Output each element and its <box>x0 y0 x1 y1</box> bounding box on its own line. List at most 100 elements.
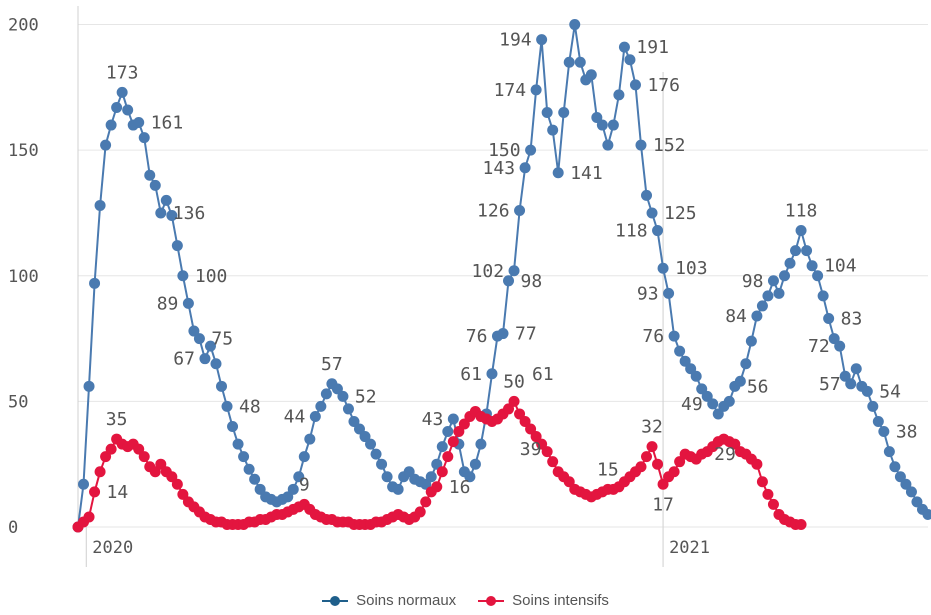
data-point <box>597 120 608 131</box>
data-point <box>724 396 735 407</box>
data-point <box>84 511 95 522</box>
data-point <box>199 353 210 364</box>
data-point <box>669 331 680 342</box>
data-point <box>652 225 663 236</box>
data-label: 125 <box>664 203 697 224</box>
data-point <box>238 451 249 462</box>
data-point <box>658 263 669 274</box>
data-point <box>542 107 553 118</box>
data-point <box>431 481 442 492</box>
data-point <box>106 120 117 131</box>
data-point <box>172 479 183 490</box>
legend-label: Soins normaux <box>356 592 456 609</box>
data-label: 98 <box>521 271 543 292</box>
data-point <box>536 34 547 45</box>
data-point <box>420 496 431 507</box>
data-label: 83 <box>841 308 863 329</box>
y-tick-label: 0 <box>8 518 18 538</box>
data-label: 15 <box>597 459 619 480</box>
data-label: 174 <box>494 80 527 101</box>
data-point <box>139 132 150 143</box>
data-point <box>635 461 646 472</box>
data-point <box>757 476 768 487</box>
data-label: 56 <box>747 376 769 397</box>
data-point <box>222 401 233 412</box>
data-label: 194 <box>499 30 532 51</box>
data-label: 136 <box>173 203 206 224</box>
data-point <box>89 278 100 289</box>
data-label: 75 <box>211 329 233 350</box>
data-point <box>602 140 613 151</box>
data-point <box>437 441 448 452</box>
data-point <box>762 290 773 301</box>
data-point <box>520 162 531 173</box>
data-point <box>393 484 404 495</box>
data-label: 54 <box>879 381 901 402</box>
legend: Soins normaux Soins intensifs <box>0 592 931 609</box>
data-label: 67 <box>173 349 195 370</box>
data-label: 152 <box>653 135 686 156</box>
data-label: 9 <box>299 474 310 495</box>
data-label: 100 <box>195 266 228 287</box>
data-point <box>796 519 807 530</box>
data-label: 176 <box>647 75 680 96</box>
data-point <box>586 69 597 80</box>
data-point <box>227 421 238 432</box>
data-label: 104 <box>824 256 857 277</box>
data-point <box>365 439 376 450</box>
x-tick-label: 2020 <box>92 538 133 558</box>
data-label: 118 <box>615 221 648 242</box>
data-point <box>746 336 757 347</box>
data-label: 161 <box>151 113 184 134</box>
data-point <box>442 451 453 462</box>
y-tick-label: 100 <box>8 267 39 287</box>
data-label: 98 <box>742 271 764 292</box>
legend-item-soins-intensifs[interactable]: Soins intensifs <box>478 592 609 609</box>
data-point <box>122 104 133 115</box>
data-point <box>249 474 260 485</box>
x-tick-label: 2021 <box>669 538 710 558</box>
data-point <box>288 484 299 495</box>
data-point <box>674 346 685 357</box>
data-point <box>635 140 646 151</box>
data-point <box>768 499 779 510</box>
data-point <box>155 207 166 218</box>
data-point <box>525 145 536 156</box>
data-point <box>78 479 89 490</box>
data-point <box>790 245 801 256</box>
legend-item-soins-normaux[interactable]: Soins normaux <box>322 592 456 609</box>
data-point <box>608 120 619 131</box>
data-point <box>757 300 768 311</box>
data-point <box>647 441 658 452</box>
data-label: 48 <box>239 396 261 417</box>
data-point <box>823 313 834 324</box>
data-label: 57 <box>819 374 841 395</box>
data-point <box>233 439 244 450</box>
data-point <box>376 459 387 470</box>
data-point <box>751 310 762 321</box>
data-point <box>691 371 702 382</box>
data-point <box>624 54 635 65</box>
data-point <box>514 205 525 216</box>
data-label: 39 <box>520 439 542 460</box>
data-point <box>889 461 900 472</box>
data-point <box>641 451 652 462</box>
data-label: 14 <box>107 482 129 503</box>
data-point <box>773 288 784 299</box>
data-point <box>884 446 895 457</box>
data-point <box>475 439 486 450</box>
data-label: 118 <box>785 201 818 222</box>
data-label: 72 <box>808 336 830 357</box>
data-point <box>796 225 807 236</box>
data-point <box>448 436 459 447</box>
data-point <box>470 459 481 470</box>
data-point <box>315 401 326 412</box>
data-point <box>801 245 812 256</box>
line-chart: 0 50 100 150 200 2020 2021 173 161 136 100 89 75 67 48… <box>0 0 931 590</box>
data-label: 77 <box>515 324 537 345</box>
data-point <box>547 456 558 467</box>
data-point <box>216 381 227 392</box>
data-label: 84 <box>725 306 747 327</box>
data-label: 52 <box>355 386 377 407</box>
data-point <box>575 57 586 68</box>
